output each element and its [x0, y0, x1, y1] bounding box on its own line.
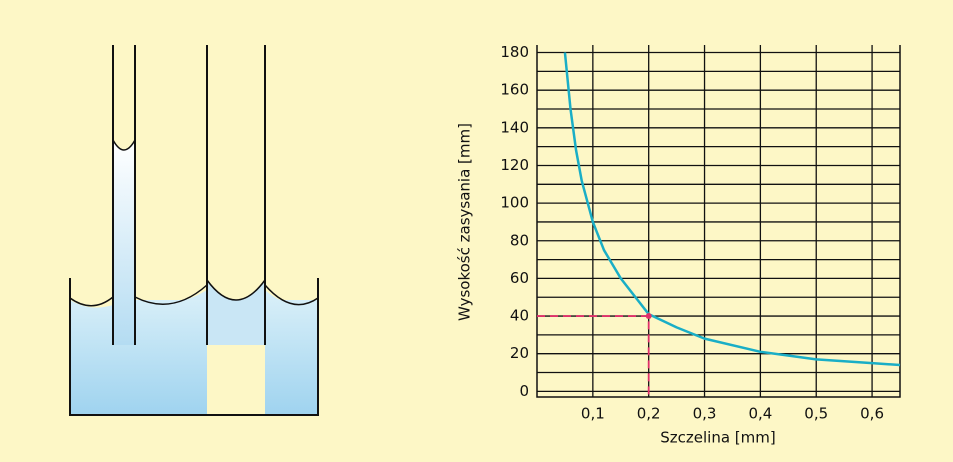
y-tick-label: 160: [500, 81, 529, 99]
highlight-point: [645, 313, 652, 320]
x-tick-label: 0,4: [748, 405, 772, 423]
plot-frame: [536, 45, 901, 398]
line: [563, 52, 901, 367]
y-tick-label: 60: [510, 269, 529, 287]
y-axis-title: Wysokość zasysania [mm]: [456, 123, 474, 321]
y-tick-label: 180: [500, 43, 529, 61]
x-tick-label: 0,1: [581, 405, 605, 423]
x-axis-title: Szczelina [mm]: [660, 429, 775, 447]
y-tick-label: 80: [510, 231, 529, 249]
y-tick-label: 40: [510, 307, 529, 325]
y-tick-label: 0: [519, 382, 529, 400]
x-tick-label: 0,2: [637, 405, 661, 423]
y-tick-label: 20: [510, 344, 529, 362]
capillary-illustration: [69, 45, 319, 416]
y-tick-label: 140: [500, 118, 529, 136]
x-tick-label: 0,5: [804, 405, 828, 423]
x-tick-label: 0,6: [860, 405, 884, 423]
y-tick-label: 120: [500, 156, 529, 174]
x-tick-label: 0,3: [693, 405, 717, 423]
y-tick-label: 100: [500, 194, 529, 212]
